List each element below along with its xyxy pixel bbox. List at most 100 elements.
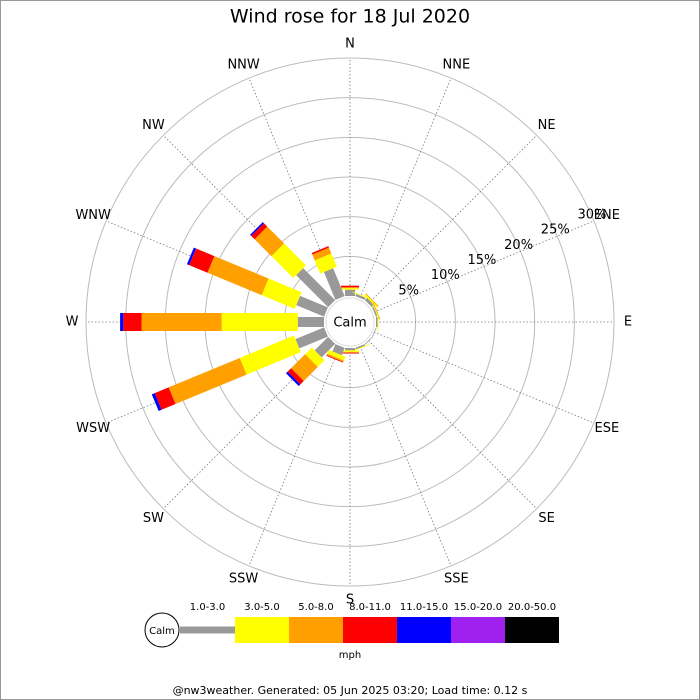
bar-segment [207, 256, 269, 296]
bar-segment [239, 335, 301, 375]
calm-label: Calm [333, 316, 366, 331]
bar-segment [341, 288, 359, 290]
direction-label: N [345, 37, 355, 52]
bar-segment [326, 355, 344, 363]
bar-segment [151, 393, 162, 412]
direction-label: E [624, 315, 632, 330]
bar-segment [254, 226, 285, 257]
ring-label: 5% [398, 283, 419, 298]
bar-segment [364, 297, 375, 308]
direction-label: NNE [443, 58, 471, 73]
bar-segment [285, 371, 301, 387]
bar-segment [261, 278, 302, 309]
spoke [359, 345, 452, 567]
bar-segment [352, 291, 370, 300]
spoke [359, 77, 452, 299]
legend-label: 20.0-50.0 [508, 602, 556, 613]
legend-swatch [235, 617, 289, 643]
bar-segment [327, 349, 346, 361]
bar-segment [297, 317, 324, 327]
legend-label: 11.0-15.0 [400, 602, 448, 613]
calm-circle [325, 297, 375, 347]
bar-segment [311, 246, 329, 255]
bar-segment [341, 352, 359, 354]
bar-segment [250, 222, 264, 236]
spoke [368, 135, 537, 304]
legend-calm [144, 612, 180, 648]
bar-segment [291, 354, 318, 381]
bar-segment [154, 387, 176, 410]
legend-label: 15.0-20.0 [454, 602, 502, 613]
bar-segment [251, 223, 268, 240]
bar-segment [326, 353, 344, 362]
ring [85, 57, 615, 587]
bar-segment [345, 289, 355, 296]
bar-segment [352, 344, 370, 352]
direction-label: WSW [76, 421, 110, 436]
direction-label: W [66, 315, 79, 330]
legend-swatch [397, 617, 451, 643]
bar-segment [296, 268, 336, 308]
bar-segment [364, 293, 379, 308]
legend-label: 3.0-5.0 [244, 602, 279, 613]
direction-label: S [346, 593, 354, 608]
bar-segment [189, 248, 215, 273]
bar-segment [141, 313, 222, 331]
bar-segment [123, 313, 142, 331]
ring-label: 15% [468, 253, 497, 268]
bar-segment [341, 350, 359, 352]
direction-label: ESE [594, 421, 619, 436]
direction-label: NW [142, 118, 165, 133]
bar-segment [287, 368, 304, 385]
legend-swatch [451, 617, 505, 643]
bar-segment [168, 357, 247, 405]
bar-segment [372, 306, 378, 317]
legend-swatch [289, 617, 343, 643]
legend-calm-label: Calm [149, 626, 175, 637]
bar-segment [186, 247, 197, 266]
spoke [373, 220, 595, 313]
bar-segment [312, 247, 332, 261]
spoke [368, 340, 537, 509]
bar-segment [341, 285, 359, 288]
legend-swatch [180, 626, 235, 634]
direction-label: SE [538, 511, 554, 526]
direction-label: SSW [229, 571, 259, 586]
bar-segment [355, 293, 366, 300]
direction-label: NNW [227, 58, 259, 73]
bar-segment [314, 336, 336, 358]
legend-label: 8.0-11.0 [349, 602, 391, 613]
bar-segment [355, 344, 366, 350]
direction-label: ENE [594, 208, 620, 223]
bar-segment [341, 351, 359, 353]
bar-segment [372, 327, 377, 337]
legend-label: 1.0-3.0 [190, 602, 225, 613]
footer: @nw3weather. Generated: 05 Jun 2025 03:2… [173, 684, 528, 697]
bar-segment [345, 348, 355, 351]
bar-segment [377, 313, 379, 331]
ring-label: 20% [504, 238, 533, 253]
ring-label: 10% [431, 268, 460, 283]
bar-segment [314, 253, 337, 274]
bar-segment [295, 327, 328, 349]
bar-segment [305, 347, 325, 367]
spoke [373, 331, 595, 424]
spoke [248, 345, 341, 567]
bar-segment [341, 287, 359, 289]
bar-segment [332, 344, 345, 356]
bar-segment [376, 317, 378, 327]
bar-segment [323, 268, 345, 300]
bar-segment [120, 313, 124, 331]
legend-swatch [343, 617, 397, 643]
bar-segment [271, 243, 307, 279]
ring-label: 30% [577, 207, 606, 222]
legend-label: 5.0-8.0 [298, 602, 333, 613]
direction-label: NE [538, 118, 556, 133]
bar-segment [296, 295, 328, 317]
ring-label: 25% [541, 223, 570, 238]
chart-title: Wind rose for 18 Jul 2020 [230, 6, 470, 28]
legend-swatch [505, 617, 559, 643]
unit-label: mph [339, 650, 361, 661]
bar-segment [372, 302, 381, 320]
